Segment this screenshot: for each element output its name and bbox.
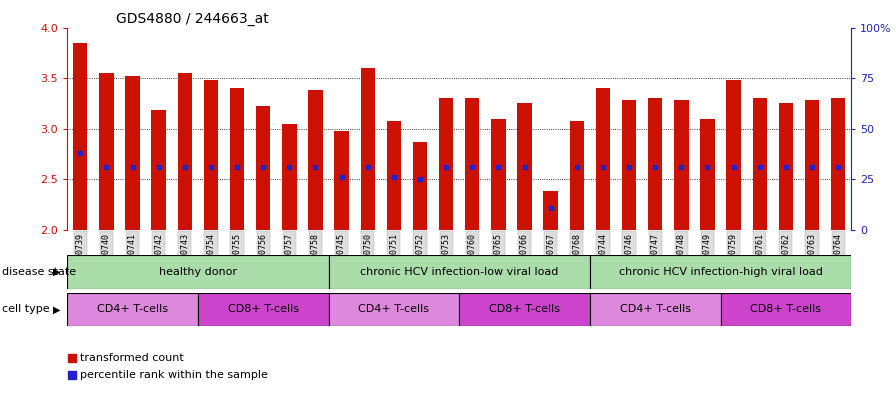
Bar	[203, 80, 218, 230]
Bar	[779, 103, 793, 230]
Bar	[459, 293, 590, 326]
Bar	[831, 98, 845, 230]
Bar	[465, 98, 479, 230]
Text: percentile rank within the sample: percentile rank within the sample	[80, 369, 268, 380]
Text: GDS4880 / 244663_at: GDS4880 / 244663_at	[116, 12, 269, 26]
Bar	[727, 80, 741, 230]
Bar	[99, 73, 114, 230]
Text: ▶: ▶	[54, 305, 61, 314]
Text: transformed count: transformed count	[80, 353, 184, 363]
Text: CD4+ T-cells: CD4+ T-cells	[358, 305, 429, 314]
Bar	[151, 110, 166, 230]
Text: CD8+ T-cells: CD8+ T-cells	[750, 305, 822, 314]
Bar	[805, 100, 819, 230]
Bar	[590, 293, 720, 326]
Bar	[125, 76, 140, 230]
Bar	[413, 142, 427, 230]
Text: disease state: disease state	[2, 267, 76, 277]
Bar	[67, 293, 198, 326]
Text: cell type: cell type	[2, 305, 49, 314]
Text: chronic HCV infection-high viral load: chronic HCV infection-high viral load	[618, 267, 823, 277]
Bar	[701, 119, 715, 230]
Text: CD4+ T-cells: CD4+ T-cells	[620, 305, 691, 314]
Bar	[73, 43, 88, 230]
Bar	[68, 354, 76, 362]
Bar	[720, 293, 851, 326]
Bar	[439, 98, 453, 230]
Text: healthy donor: healthy donor	[159, 267, 237, 277]
Bar	[622, 100, 636, 230]
Bar	[256, 107, 271, 230]
Bar	[198, 293, 329, 326]
Bar	[308, 90, 323, 230]
Bar	[67, 255, 329, 289]
Bar	[230, 88, 245, 230]
Bar	[596, 88, 610, 230]
Bar	[329, 255, 590, 289]
Bar	[387, 121, 401, 230]
Bar	[517, 103, 531, 230]
Text: chronic HCV infection-low viral load: chronic HCV infection-low viral load	[360, 267, 558, 277]
Text: CD4+ T-cells: CD4+ T-cells	[97, 305, 168, 314]
Text: ▶: ▶	[54, 267, 61, 277]
Bar	[570, 121, 584, 230]
Bar	[544, 191, 558, 230]
Bar	[360, 68, 375, 230]
Bar	[334, 131, 349, 230]
Bar	[590, 255, 851, 289]
Text: CD8+ T-cells: CD8+ T-cells	[228, 305, 298, 314]
Bar	[491, 119, 505, 230]
Text: CD8+ T-cells: CD8+ T-cells	[489, 305, 560, 314]
Bar	[282, 124, 297, 230]
Bar	[648, 98, 662, 230]
Bar	[329, 293, 459, 326]
Bar	[68, 371, 76, 379]
Bar	[177, 73, 192, 230]
Bar	[674, 100, 688, 230]
Bar	[753, 98, 767, 230]
